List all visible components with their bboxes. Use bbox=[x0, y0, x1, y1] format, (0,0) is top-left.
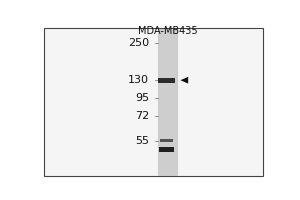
Text: 72: 72 bbox=[135, 111, 149, 121]
Polygon shape bbox=[181, 77, 188, 84]
Text: 130: 130 bbox=[128, 75, 149, 85]
Bar bbox=[159, 147, 174, 152]
Bar bbox=[158, 78, 175, 83]
Text: MDA-MB435: MDA-MB435 bbox=[138, 26, 197, 36]
Bar bbox=[158, 29, 177, 175]
Text: 95: 95 bbox=[135, 93, 149, 103]
Bar bbox=[160, 139, 173, 142]
Text: 55: 55 bbox=[135, 136, 149, 146]
Text: 250: 250 bbox=[128, 38, 149, 48]
